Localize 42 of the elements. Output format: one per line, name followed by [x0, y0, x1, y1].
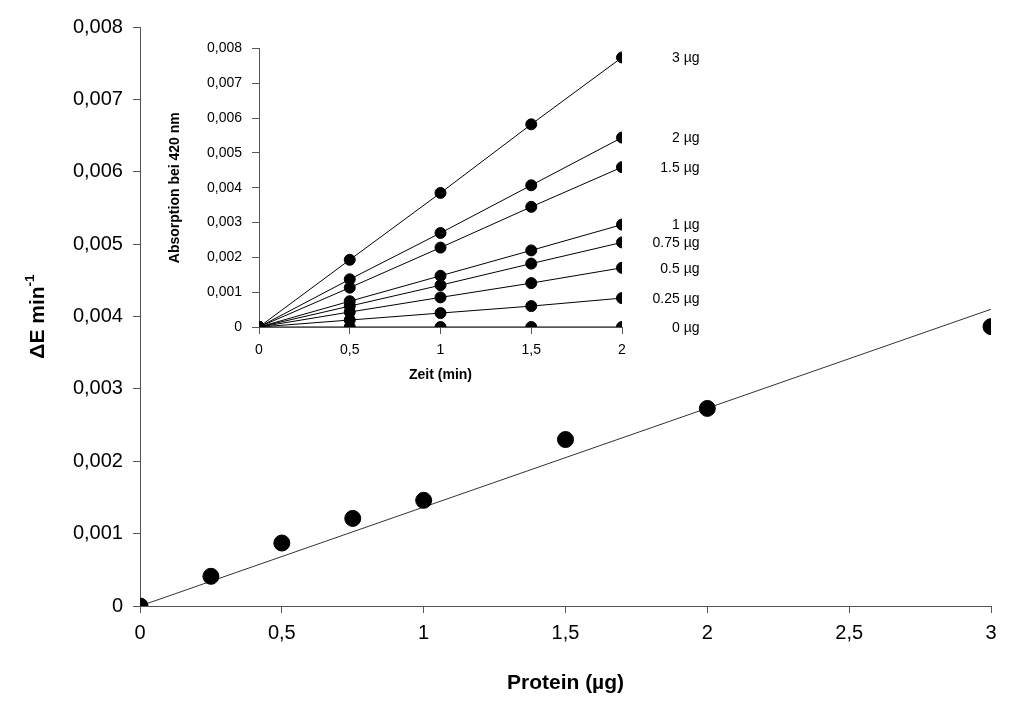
y-axis-title: ΔE min-1	[22, 273, 48, 359]
x-axis-title: Protein (µg)	[506, 669, 625, 693]
text: 1.5 µg	[660, 159, 700, 176]
y-tick-label: 0,003	[72, 376, 123, 399]
x-tick-label: 1	[436, 341, 445, 358]
x-tick-label: 0,5	[340, 341, 360, 358]
y-tick-label: 0,008	[206, 39, 243, 56]
y-tick-label: 0,004	[206, 178, 243, 195]
y-tick-label: 0,006	[206, 108, 243, 125]
y-tick-label: 0,007	[72, 86, 123, 109]
x-tick-label: 0,5	[267, 620, 296, 643]
x-tick-label: 2,5	[835, 620, 864, 643]
y-tick-label: 0,003	[206, 213, 243, 230]
y-tick-label: 0,001	[206, 283, 243, 300]
y-tick-label: 0,006	[72, 159, 123, 182]
x-axis-title: Zeit (min)	[409, 365, 472, 382]
x-tick-label: 0	[255, 341, 264, 358]
text: 2 µg	[671, 129, 700, 146]
y-tick-label: 0,004	[72, 304, 123, 327]
text: 0 µg	[671, 318, 700, 335]
x-tick-label: 2	[618, 341, 627, 358]
y-tick-label: 0,005	[72, 231, 123, 254]
y-tick-label: 0,008	[72, 14, 123, 37]
x-tick-label: 1,5	[551, 620, 580, 643]
x-tick-label: 0	[134, 620, 146, 643]
x-tick-label: 2	[701, 620, 713, 643]
y-tick-label: 0	[111, 593, 123, 616]
x-tick-label: 1,5	[521, 341, 542, 358]
x-tick-label: 1	[418, 620, 430, 643]
text: 1 µg	[671, 216, 700, 233]
x-tick-label: 3	[985, 620, 997, 643]
text: 3 µg	[671, 49, 700, 66]
y-tick-label: 0	[234, 317, 243, 334]
y-tick-label: 0,002	[206, 248, 243, 265]
series-label: 0.25 µg	[652, 289, 700, 306]
y-tick-label: 0,001	[72, 521, 123, 544]
y-axis-title: Absorption bei 420 nm	[165, 112, 182, 264]
y-tick-label: 0,005	[206, 143, 243, 160]
y-tick-label: 0,007	[206, 74, 243, 91]
y-tick-label: 0,002	[72, 448, 123, 471]
text: 0.5 µg	[660, 259, 700, 276]
series-label: 0.75 µg	[652, 234, 700, 251]
